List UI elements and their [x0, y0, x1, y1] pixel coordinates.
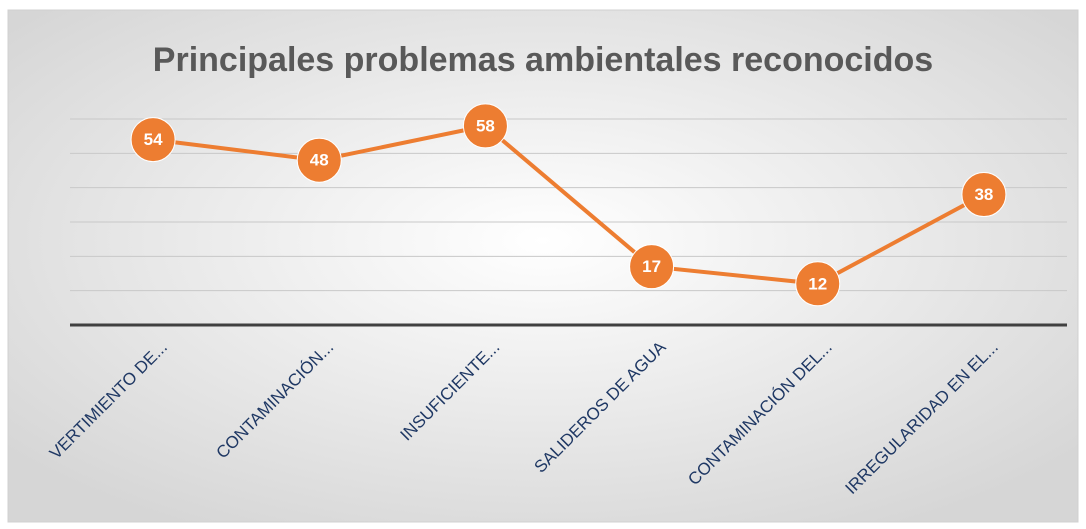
marker [130, 117, 176, 163]
data-label: 58 [476, 116, 495, 135]
marker [629, 244, 675, 290]
chart-background [7, 9, 1079, 523]
marker [961, 172, 1007, 218]
data-label: 17 [642, 257, 661, 276]
chart-title: Principales problemas ambientales recono… [153, 41, 933, 79]
marker [296, 137, 342, 183]
marker [795, 261, 841, 307]
data-label: 54 [144, 130, 163, 149]
data-label: 38 [974, 185, 993, 204]
data-label: 12 [808, 274, 827, 293]
line [152, 123, 985, 286]
data-label: 48 [310, 151, 329, 170]
marker [462, 103, 508, 149]
